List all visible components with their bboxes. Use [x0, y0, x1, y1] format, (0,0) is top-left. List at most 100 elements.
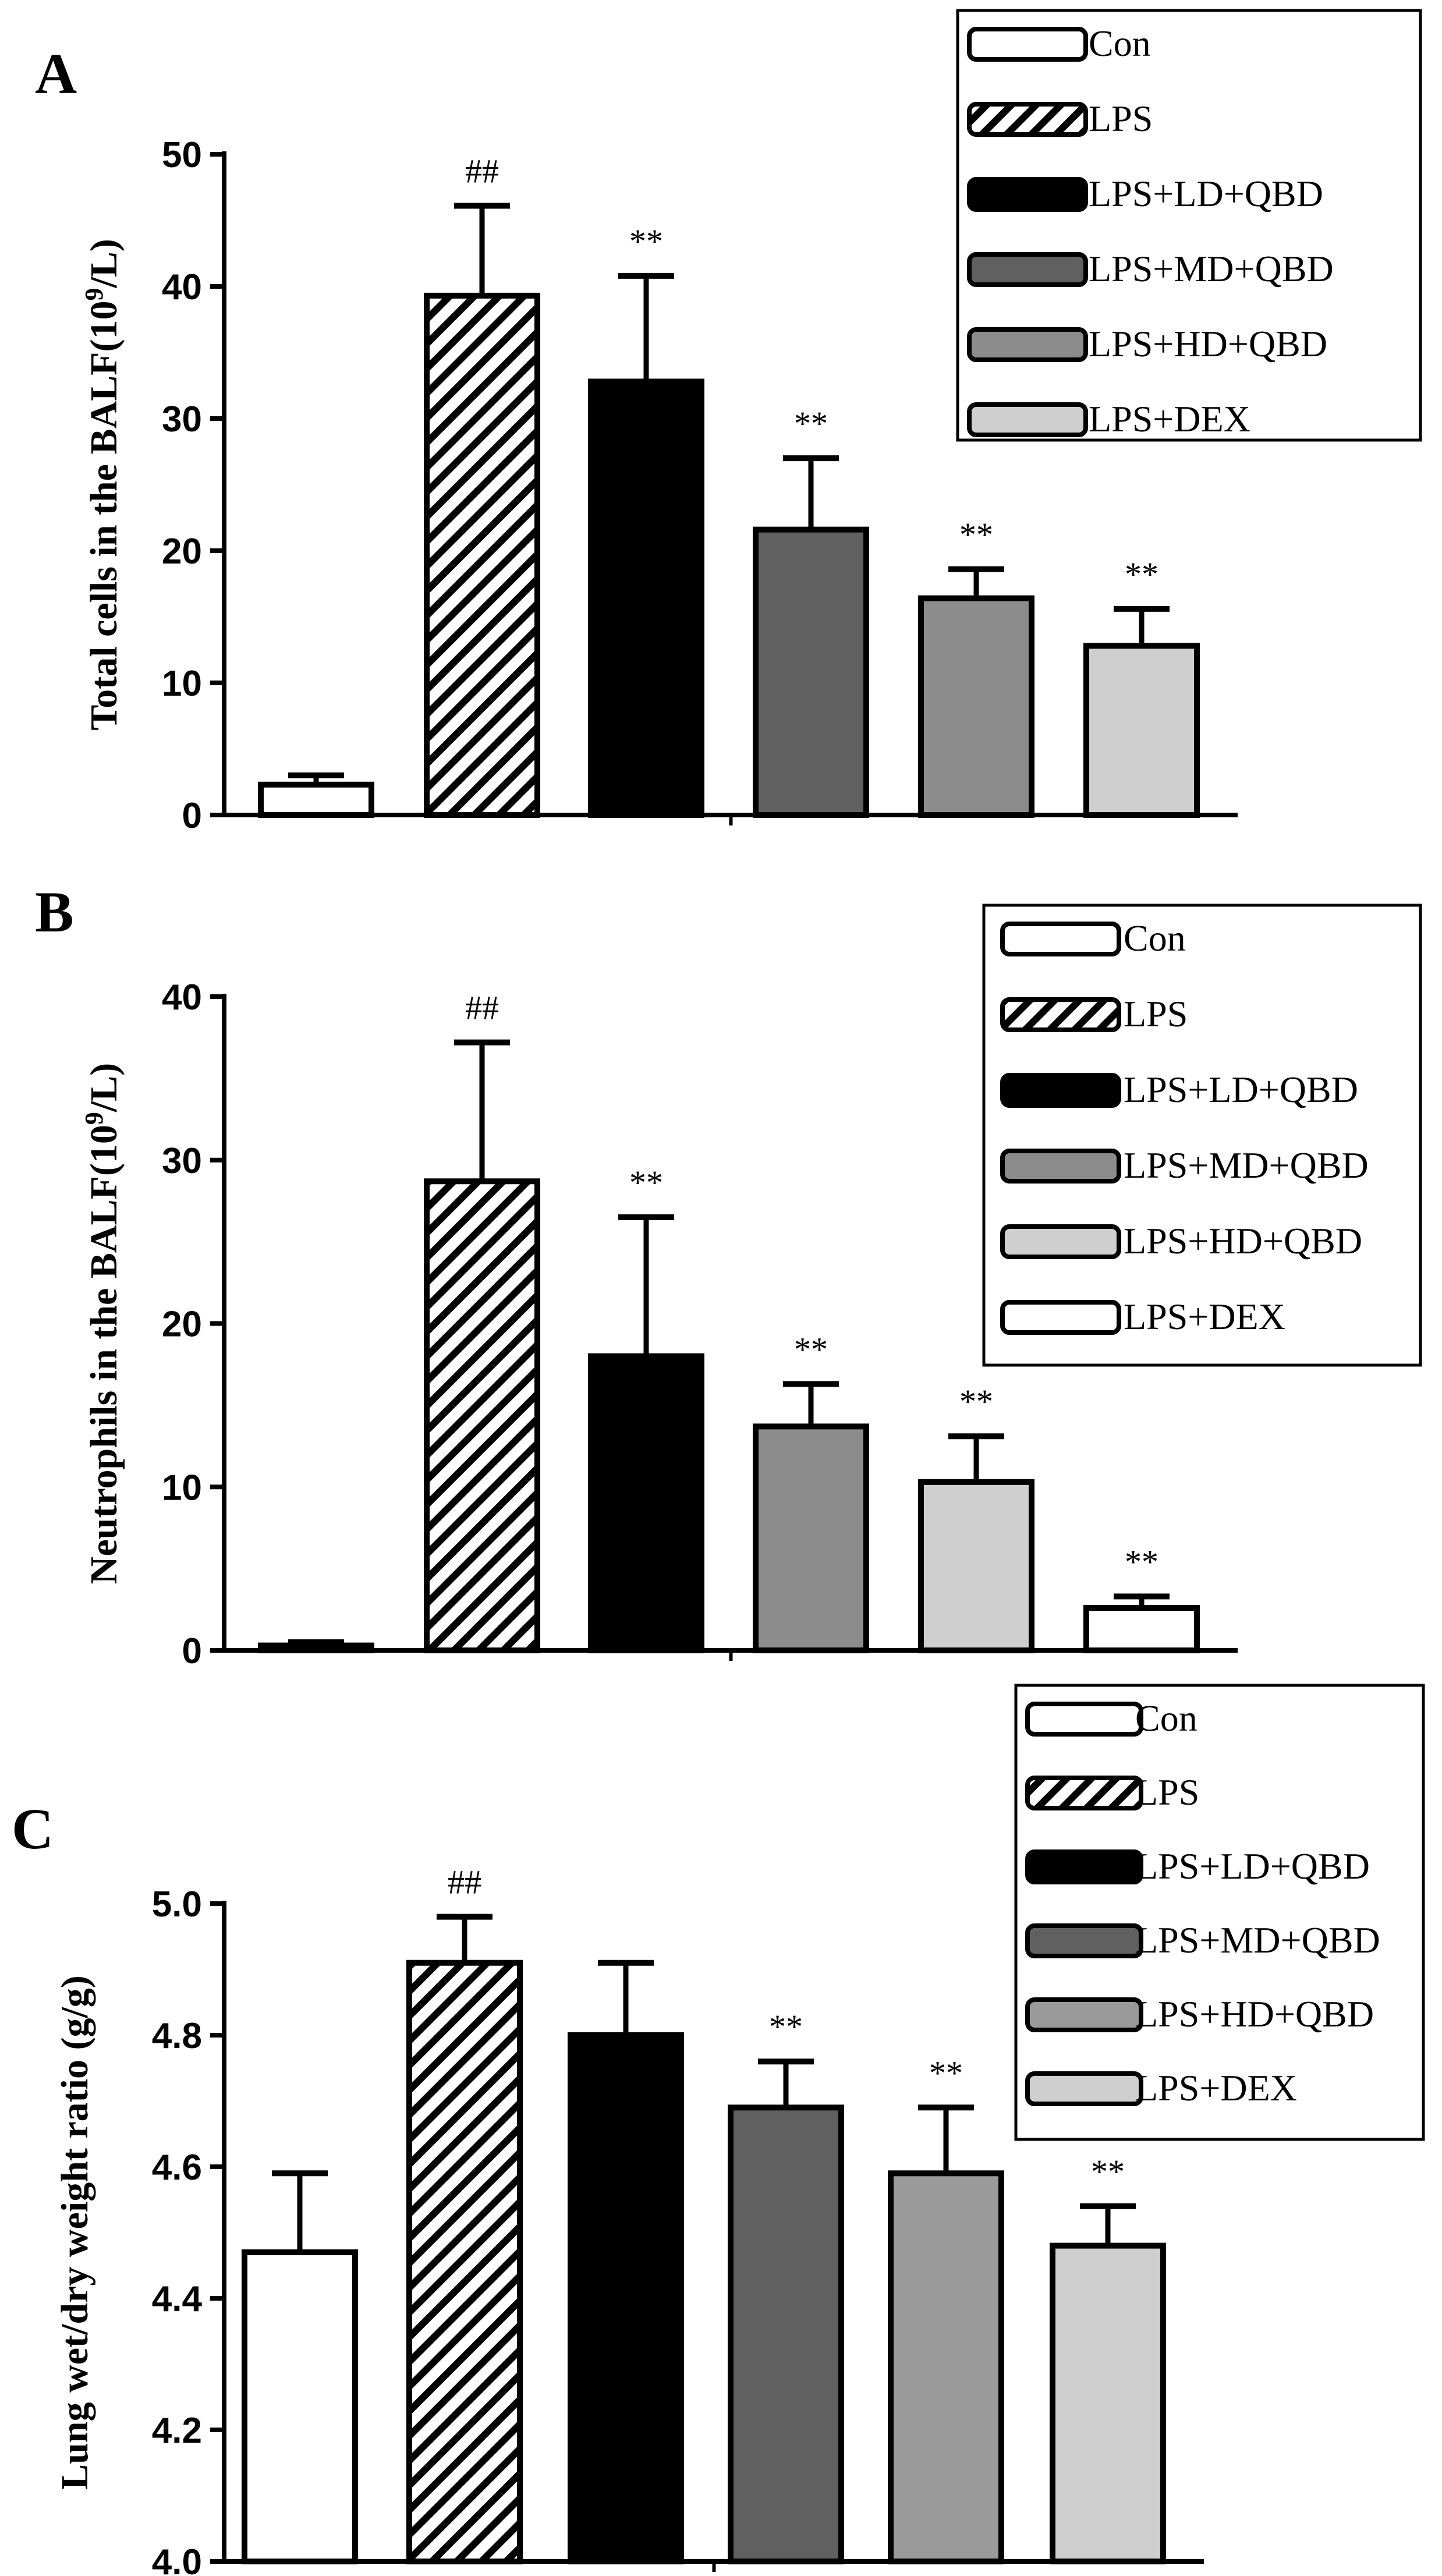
bar-LPS: [424, 292, 540, 818]
y-tick-label: 4.0: [152, 2542, 202, 2576]
bar-LPS+LD+QBD: [568, 2032, 684, 2564]
bar-LPS+DEX: [1050, 2242, 1166, 2565]
legend-swatch: [967, 102, 1088, 137]
panel-b: B Neutrophils in the BALF(109/L) ## ** ** ** *…: [35, 880, 1422, 1671]
legend-swatch: [1025, 1702, 1143, 1737]
legend-swatch: [1000, 1300, 1121, 1335]
y-tick-label: 5.0: [152, 1884, 202, 1925]
legend-label: LPS+LD+QBD: [1135, 1845, 1370, 1887]
significance-marker: **: [959, 1383, 993, 1420]
significance-marker: **: [929, 2054, 963, 2092]
significance-marker: ##: [448, 1863, 481, 1901]
legend-label: LPS+LD+QBD: [1089, 173, 1323, 214]
bar-LPS+DEX: [1083, 643, 1200, 818]
bar-LPS+MD+QBD: [753, 1423, 869, 1654]
y-axis-label-part: Total cells in the BALF(10: [83, 301, 125, 731]
y-tick-label: 4.4: [152, 2279, 203, 2319]
legend-label: LPS+DEX: [1124, 1296, 1285, 1337]
legend-swatch: [1025, 1923, 1143, 1958]
legend-swatch: [1000, 1149, 1121, 1184]
significance-marker: ##: [465, 153, 499, 190]
panel-a: A Total cells in the BALF(109/L) ## ** ** ** *…: [35, 9, 1422, 836]
legend-swatch: [1000, 922, 1121, 956]
significance-marker: **: [959, 516, 993, 554]
legend-box: [982, 903, 1422, 1367]
y-axis-label-part: Lung wet/dry weight ratio (g/g): [54, 1975, 96, 2490]
bar-LPS+LD+QBD: [588, 1353, 704, 1653]
legend-label: LPS+LD+QBD: [1124, 1069, 1358, 1110]
y-tick-label: 0: [182, 1631, 202, 1671]
legend-label: Con: [1124, 917, 1186, 959]
bar-LPS+HD+QBD: [918, 595, 1034, 818]
y-tick-label: 20: [162, 1305, 202, 1345]
bar-LPS: [406, 1960, 523, 2564]
y-axis-label: Lung wet/dry weight ratio (g/g): [54, 1975, 96, 2490]
y-tick-label: 30: [162, 399, 202, 440]
legend-box: [1014, 1684, 1425, 2141]
y-axis-label-part: /L): [83, 1063, 125, 1112]
legend-box: [956, 9, 1422, 442]
bar-LPS+MD+QBD: [753, 526, 869, 818]
y-axis-label-part: 9: [80, 288, 108, 301]
legend-label: LPS+MD+QBD: [1135, 1919, 1380, 1961]
legend-label: LPS+DEX: [1089, 398, 1250, 440]
y-axis-label-part: 9: [80, 1112, 108, 1125]
bar-LPS+MD+QBD: [728, 2104, 844, 2565]
legend-swatch: [967, 27, 1088, 62]
legend-swatch: [1025, 2071, 1143, 2106]
y-axis-label: Neutrophils in the BALF(109/L): [80, 1063, 126, 1584]
bar-Con: [258, 781, 374, 818]
legend-label: LPS+HD+QBD: [1089, 323, 1327, 364]
significance-marker: **: [1125, 555, 1158, 593]
bar-LPS+LD+QBD: [588, 378, 704, 818]
legend-swatch: [1025, 1849, 1143, 1884]
legend-swatch: [967, 327, 1088, 362]
y-tick-label: 40: [162, 977, 202, 1018]
significance-marker: **: [794, 405, 828, 442]
y-tick-label: 50: [162, 135, 202, 175]
y-tick-label: 4.2: [152, 2411, 202, 2451]
legend-swatch: [1000, 1073, 1121, 1108]
y-tick-label: 20: [162, 532, 202, 572]
bar-LPS+DEX: [1083, 1605, 1200, 1653]
legend-swatch: [1025, 1776, 1143, 1810]
legend-swatch: [1000, 1224, 1121, 1259]
significance-marker: ##: [465, 989, 499, 1027]
legend-label: LPS+DEX: [1135, 2067, 1297, 2109]
y-tick-label: 4.8: [152, 2016, 202, 2056]
y-tick-label: 40: [162, 267, 202, 307]
significance-marker: **: [794, 1330, 828, 1368]
significance-marker: **: [629, 1164, 663, 1202]
y-tick-label: 10: [162, 664, 202, 704]
y-axis-label-part: /L): [83, 239, 125, 288]
y-tick-label: 10: [162, 1468, 202, 1508]
y-tick-label: 4.6: [152, 2148, 202, 2188]
significance-marker: **: [1125, 1543, 1158, 1581]
legend-swatch: [1025, 1997, 1143, 2032]
significance-marker: **: [769, 2008, 803, 2046]
panel-c: C Lung wet/dry weight ratio (g/g) ## ** ** **…: [12, 1684, 1425, 2576]
significance-marker: **: [1091, 2153, 1125, 2191]
legend-swatch: [1000, 997, 1121, 1032]
legend-label: LPS+HD+QBD: [1124, 1220, 1362, 1262]
legend-swatch: [967, 177, 1088, 212]
legend-label: Con: [1135, 1698, 1197, 1739]
legend-swatch: [967, 252, 1088, 287]
panel-letter: B: [35, 880, 74, 944]
panel-letter: C: [12, 1797, 54, 1861]
legend-label: LPS+HD+QBD: [1135, 1993, 1374, 2035]
y-tick-label: 30: [162, 1141, 202, 1181]
bar-Con: [242, 2249, 358, 2564]
legend-label: LPS: [1124, 993, 1188, 1034]
legend-label: Con: [1089, 23, 1151, 64]
bar-LPS+HD+QBD: [918, 1479, 1034, 1653]
significance-marker: **: [629, 222, 663, 260]
legend-label: LPS: [1089, 98, 1153, 139]
legend-label: LPS: [1135, 1771, 1199, 1813]
bar-LPS+HD+QBD: [888, 2170, 1004, 2565]
bar-LPS: [424, 1178, 540, 1654]
panel-letter: A: [35, 41, 77, 106]
y-axis-label-part: Neutrophils in the BALF(10: [83, 1125, 125, 1584]
y-tick-label: 0: [182, 796, 202, 836]
